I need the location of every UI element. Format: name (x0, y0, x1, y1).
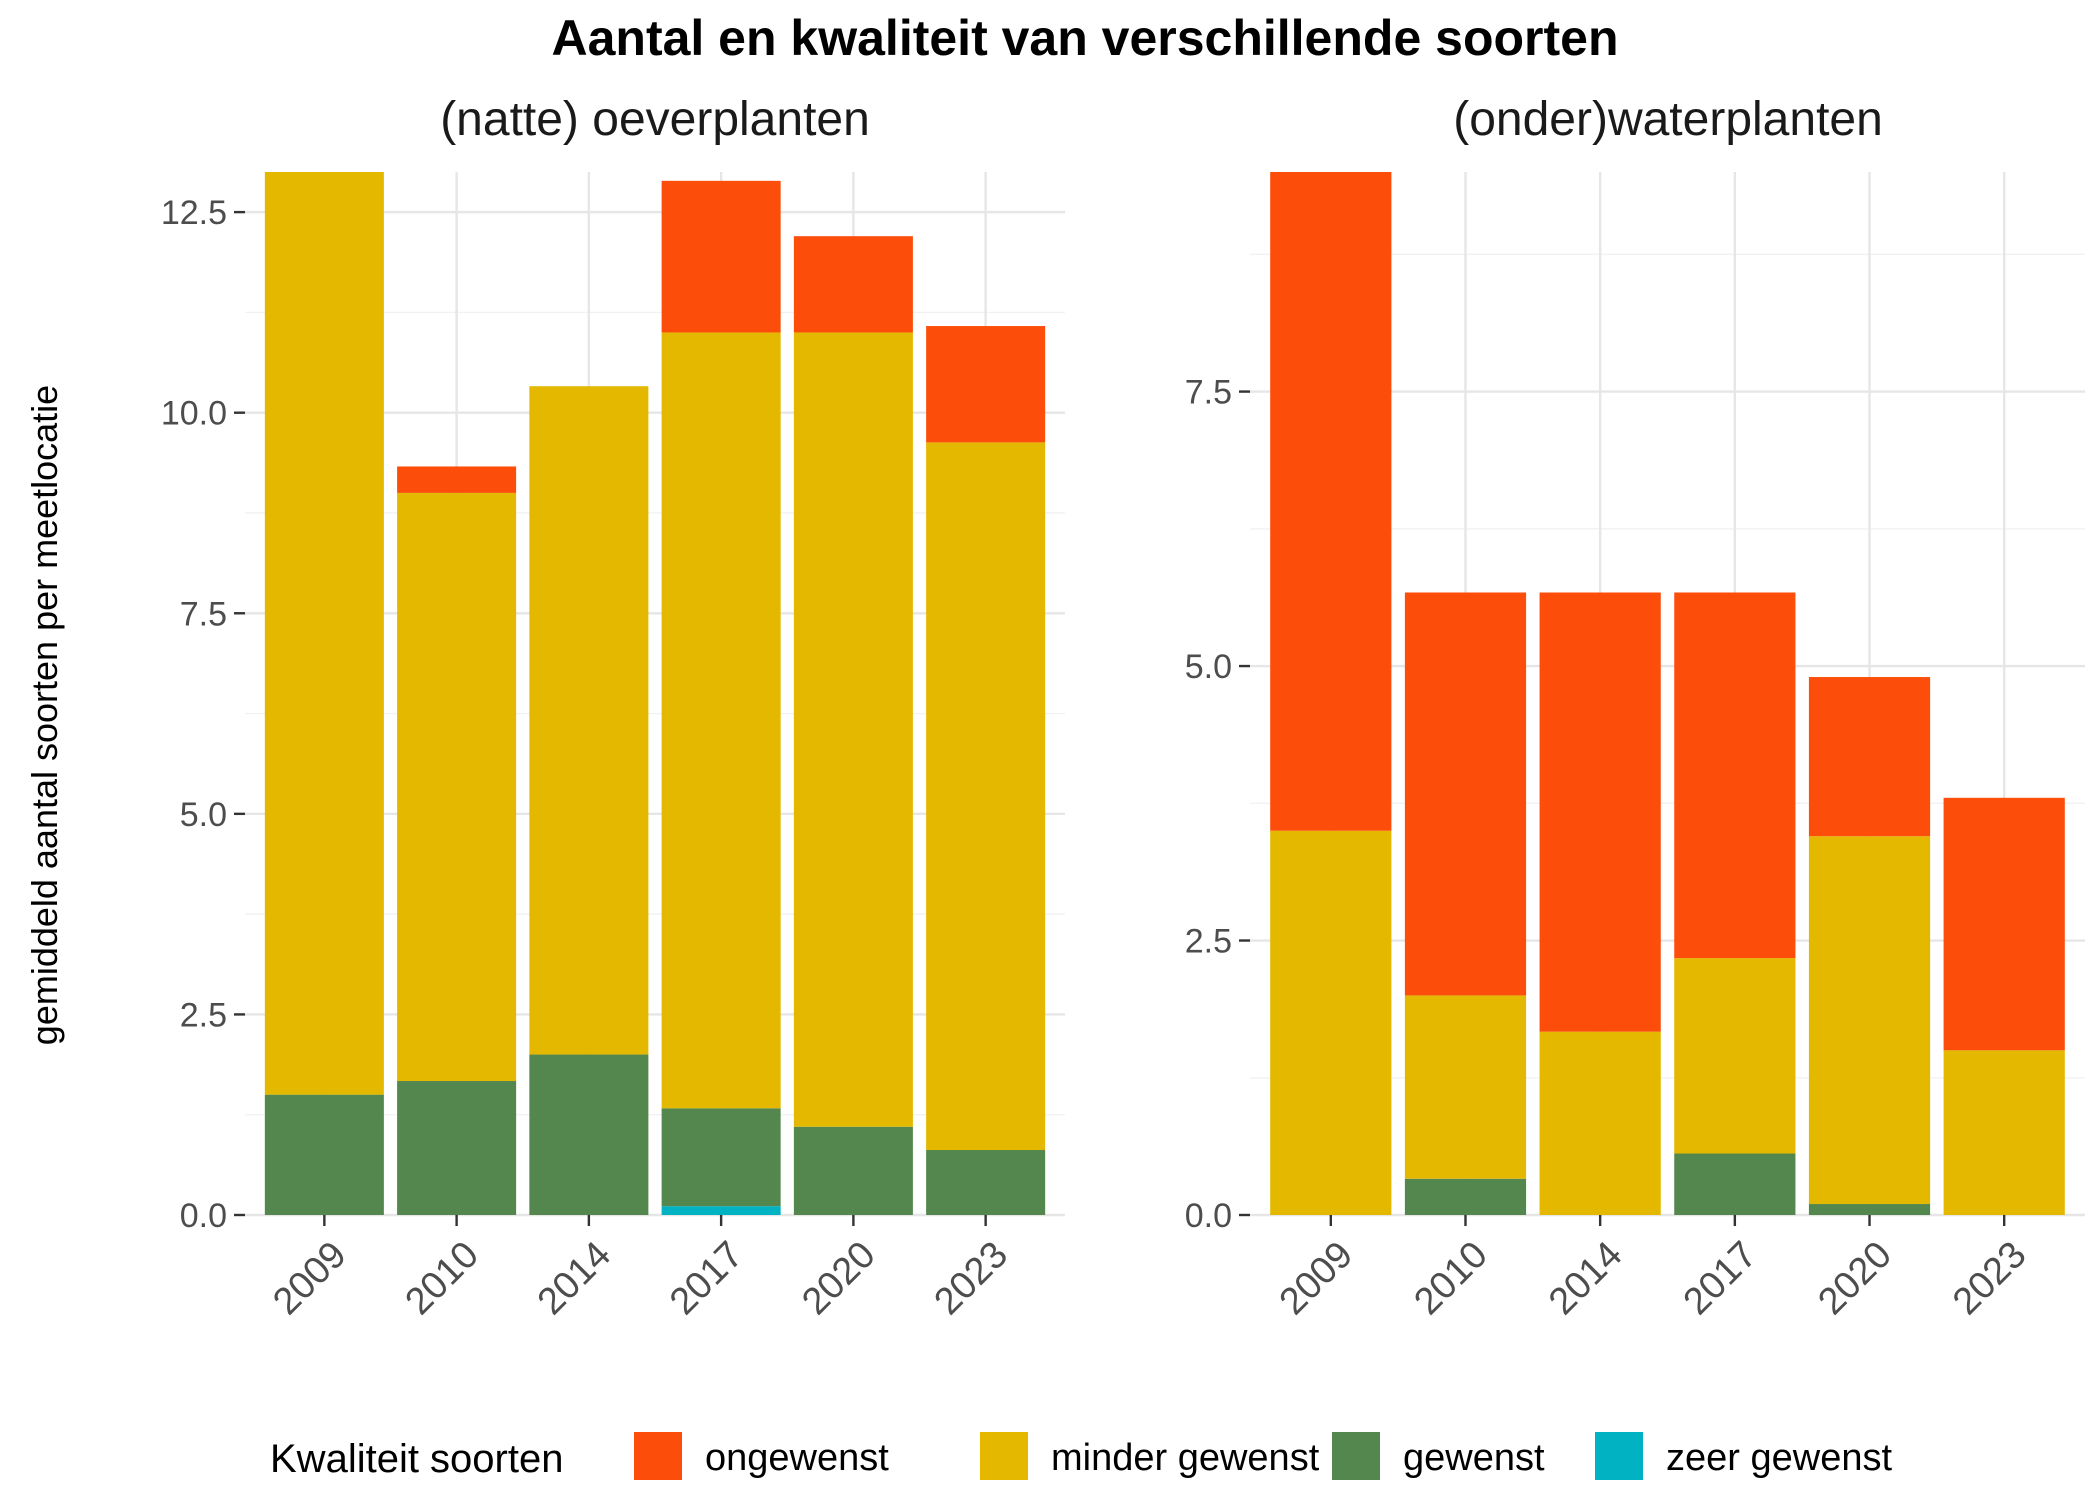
x-tick-label: 2023 (927, 1234, 1016, 1323)
y-tick-label: 0.0 (180, 1197, 227, 1235)
x-tick-label: 2020 (1810, 1234, 1899, 1323)
bars (264, 172, 1046, 1215)
bar-2010-minder-gewenst (397, 492, 517, 1082)
legend-label-zeer-gewenst: zeer gewenst (1666, 1437, 1892, 1479)
x-tick-label: 2009 (1272, 1234, 1361, 1323)
bar-2020-ongewenst (793, 236, 913, 333)
bar-2014-minder-gewenst (1539, 1031, 1661, 1215)
bar-2023-minder-gewenst (1943, 1050, 2065, 1215)
bar-2014-gewenst (529, 1054, 649, 1215)
x-tick-label: 2020 (794, 1234, 883, 1323)
bar-2020-gewenst (1808, 1204, 1931, 1215)
chart-title: Aantal en kwaliteit van verschillende so… (551, 10, 1618, 66)
y-tick-label: 7.5 (180, 595, 227, 633)
legend-label-minder-gewenst: minder gewenst (1051, 1437, 1320, 1479)
bar-2010-ongewenst (397, 466, 517, 493)
bar-2023-ongewenst (1943, 797, 2065, 1051)
bar-2017-minder-gewenst (1674, 958, 1796, 1154)
y-tick-label: 2.5 (180, 996, 227, 1034)
bar-2020-minder-gewenst (1808, 836, 1931, 1205)
bar-2017-gewenst (661, 1108, 781, 1207)
bar-2014-minder-gewenst (529, 386, 649, 1055)
x-tick-label: 2014 (530, 1234, 619, 1323)
x-axis: 2009 2010 2014 2017 2020 2023 (265, 1215, 1016, 1323)
bar-2023-ongewenst (926, 326, 1046, 443)
x-tick-label: 2017 (1676, 1234, 1765, 1323)
bar-2014-ongewenst (1539, 592, 1661, 1032)
bar-2010-ongewenst (1404, 592, 1527, 996)
y-tick-label: 5.0 (1185, 648, 1232, 686)
panel-title: (onder)waterplanten (1453, 93, 1883, 146)
x-tick-label: 2017 (662, 1234, 751, 1323)
bar-2017-ongewenst (1674, 592, 1796, 959)
bar-2020-ongewenst (1808, 677, 1931, 837)
y-tick-label: 10.0 (161, 395, 227, 433)
bar-2020-gewenst (793, 1126, 913, 1215)
legend-label-gewenst: gewenst (1403, 1437, 1545, 1479)
bars (1270, 172, 2065, 1215)
bar-2009-minder-gewenst (1270, 830, 1392, 1215)
legend: Kwaliteit soorten ongewenst minder gewenst… (270, 1432, 1892, 1481)
legend-swatch-gewenst (1332, 1432, 1380, 1480)
bar-2023-minder-gewenst (926, 442, 1046, 1151)
legend-swatch-minder-gewenst (980, 1432, 1028, 1480)
x-tick-label: 2009 (265, 1234, 354, 1323)
bar-2010-minder-gewenst (1404, 995, 1527, 1179)
panel-title: (natte) oeverplanten (440, 93, 870, 146)
y-axis: 0.0 2.5 5.0 7.5 (1185, 374, 1250, 1235)
x-tick-label: 2010 (397, 1234, 486, 1323)
bar-2009-minder-gewenst (264, 172, 384, 1095)
y-tick-label: 5.0 (180, 796, 227, 834)
legend-title: Kwaliteit soorten (270, 1437, 563, 1481)
x-axis: 2009 2010 2014 2017 2020 2023 (1272, 1215, 2035, 1323)
legend-label-ongewenst: ongewenst (705, 1437, 889, 1479)
bar-2017-zeer-gewenst (661, 1206, 781, 1215)
y-tick-label: 12.5 (161, 194, 227, 232)
x-tick-label: 2014 (1541, 1234, 1630, 1323)
y-axis: 0.0 2.5 5.0 7.5 10.0 12.5 (161, 194, 245, 1235)
y-axis-label: gemiddeld aantal soorten per meetlocatie (24, 385, 65, 1045)
y-tick-label: 2.5 (1185, 923, 1232, 961)
legend-swatch-zeer-gewenst (1595, 1432, 1643, 1480)
bar-2010-gewenst (397, 1081, 517, 1215)
legend-swatch-ongewenst (634, 1432, 682, 1480)
y-tick-label: 7.5 (1185, 374, 1232, 412)
bar-2023-gewenst (926, 1150, 1046, 1215)
bar-2017-minder-gewenst (661, 332, 781, 1109)
bar-2009-gewenst (264, 1094, 384, 1215)
bar-2009-ongewenst (1270, 172, 1392, 831)
panel-oeverplanten: (natte) oeverplanten 0.0 2.5 5.0 7.5 10.0 12.5… (161, 93, 1065, 1323)
y-tick-label: 0.0 (1185, 1197, 1232, 1235)
bar-2017-gewenst (1674, 1153, 1796, 1215)
bar-2017-ongewenst (661, 180, 781, 333)
bar-2020-minder-gewenst (793, 332, 913, 1127)
bar-2010-gewenst (1404, 1178, 1527, 1215)
x-tick-label: 2010 (1406, 1234, 1495, 1323)
x-tick-label: 2023 (1945, 1234, 2034, 1323)
